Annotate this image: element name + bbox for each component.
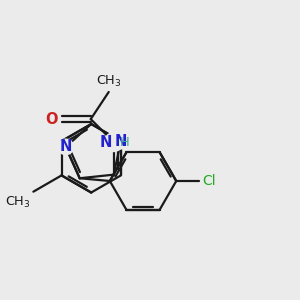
Text: CH$_3$: CH$_3$ [96, 74, 122, 89]
Text: Cl: Cl [202, 174, 216, 188]
Text: CH$_3$: CH$_3$ [5, 194, 31, 209]
Circle shape [104, 133, 123, 152]
Text: N: N [115, 134, 127, 149]
Text: N: N [60, 140, 72, 154]
Circle shape [58, 139, 74, 155]
Text: O: O [45, 112, 58, 127]
Text: H: H [119, 136, 129, 148]
Circle shape [113, 134, 129, 149]
Text: N: N [99, 135, 112, 150]
